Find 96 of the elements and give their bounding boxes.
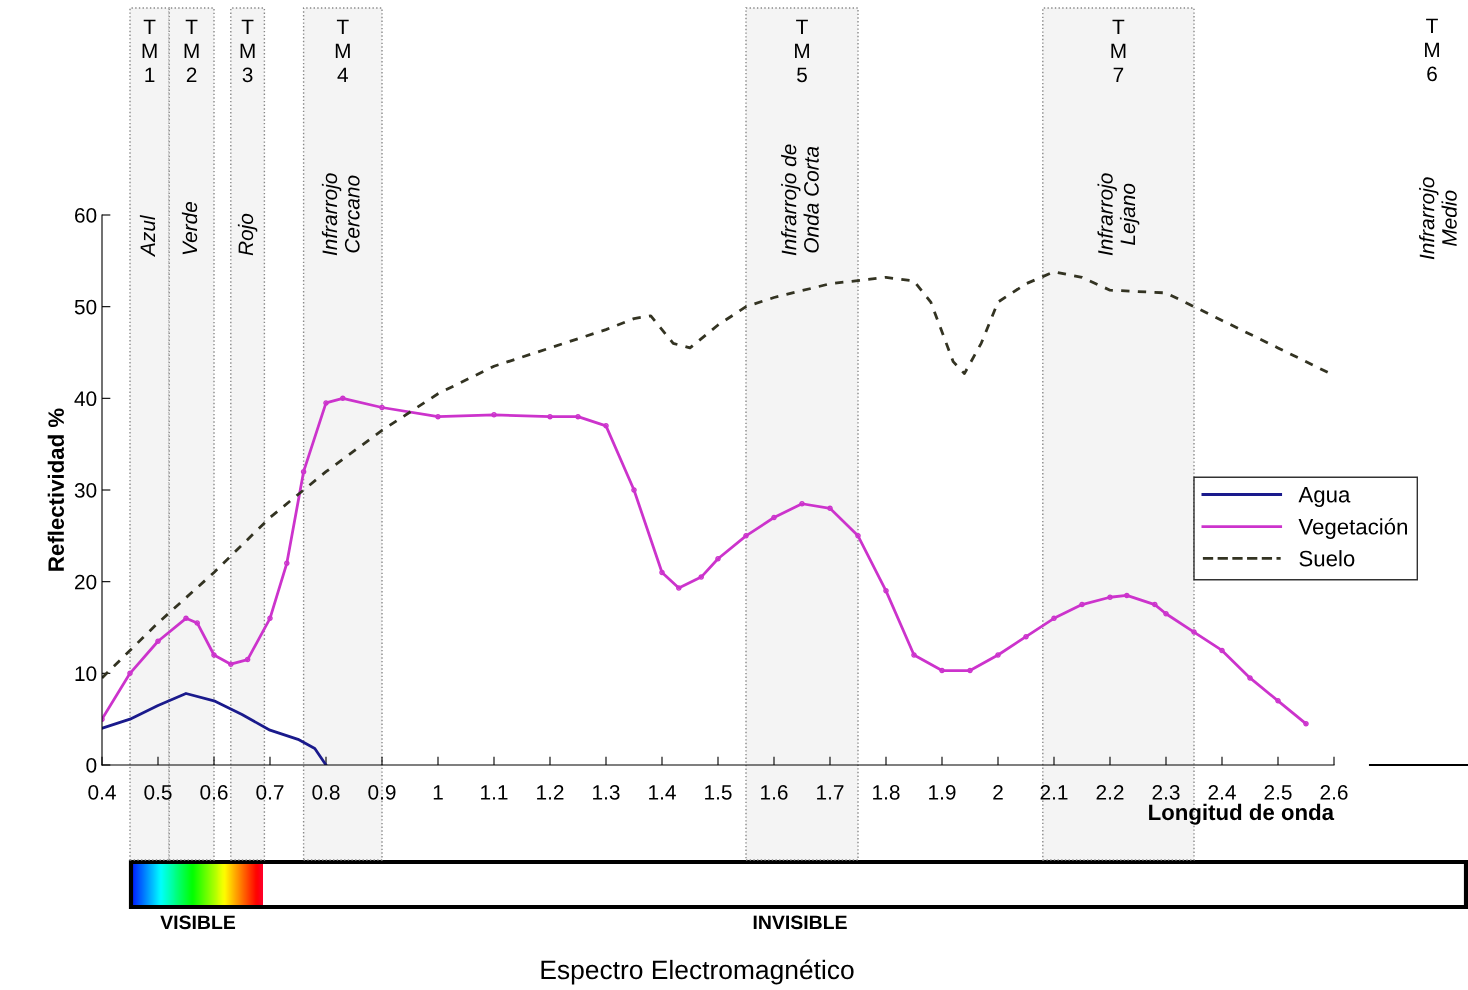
- x-tick-label: 1.9: [929, 784, 956, 800]
- x-tick-label: 1.2: [537, 784, 564, 800]
- annotation: Rojo: [237, 213, 258, 256]
- annotation: Infrarrojo Cercano: [321, 173, 360, 256]
- x-tick-label: 0.8: [312, 784, 340, 800]
- x-tick-label: 2.1: [1040, 784, 1068, 800]
- band-label: TM4: [335, 19, 350, 82]
- point: [547, 413, 553, 420]
- annotation: Verde: [181, 201, 198, 255]
- y-tick-label: 30: [74, 483, 97, 498]
- point: [1079, 601, 1085, 608]
- point: [967, 667, 973, 674]
- band-label: TM7: [1111, 19, 1126, 82]
- point: [631, 487, 637, 493]
- y-tick-label: 0: [86, 758, 97, 773]
- y-axis-title: Reflectividad %: [47, 408, 65, 571]
- point: [127, 670, 133, 677]
- point: [323, 400, 329, 406]
- annotation: Infrarrojo de Onda Corta: [781, 144, 819, 256]
- point: [698, 574, 704, 580]
- point: [911, 652, 917, 658]
- annotation: Azul: [139, 215, 156, 258]
- point: [155, 638, 161, 645]
- text: VISIBLE: [160, 915, 236, 930]
- y-tick-label: 10: [75, 666, 97, 682]
- point: [194, 620, 200, 626]
- x-tick-label: 0.5: [144, 784, 172, 800]
- y-tick-label: 50: [74, 299, 97, 315]
- x-tick-label: 1.3: [593, 784, 620, 800]
- point: [1152, 601, 1158, 608]
- point: [228, 661, 234, 667]
- legend-label: Vegetación: [1298, 518, 1407, 539]
- point: [715, 555, 721, 562]
- point: [284, 560, 290, 567]
- point: [855, 533, 861, 539]
- x-tick-label: 1.6: [761, 784, 788, 800]
- text: TM6: [1425, 18, 1439, 82]
- x-tick-label: 1.7: [817, 785, 844, 800]
- point: [1191, 629, 1197, 635]
- x-tick-label: 1: [433, 785, 443, 800]
- x-tick-label: 1.8: [873, 784, 900, 800]
- band-label: TM1: [142, 19, 157, 82]
- point: [939, 667, 945, 674]
- point: [743, 533, 749, 539]
- text: Espectro Electromagnético: [541, 959, 854, 985]
- band-label: TM3: [240, 19, 255, 83]
- point: [771, 514, 777, 521]
- point: [659, 569, 665, 576]
- x-tick-label: 1.1: [481, 785, 508, 800]
- point: [211, 652, 217, 658]
- x-tick-label: 0.7: [256, 784, 284, 800]
- x-tick-label: 0.6: [200, 784, 228, 800]
- point: [883, 588, 889, 594]
- point: [491, 412, 497, 418]
- point: [1303, 720, 1309, 727]
- x-tick-label: 2.6: [1320, 784, 1348, 800]
- point: [1124, 592, 1130, 599]
- point: [676, 585, 682, 591]
- legend-label: Suelo: [1299, 550, 1355, 567]
- point: [1163, 610, 1169, 617]
- point: [1023, 633, 1029, 640]
- text: INVISIBLE: [753, 915, 847, 930]
- point: [603, 423, 609, 429]
- text: Infrarrojo Medio: [1419, 177, 1457, 260]
- point: [1107, 594, 1113, 601]
- point: [340, 395, 346, 402]
- point: [267, 615, 273, 622]
- x-tick-label: 0.4: [88, 784, 116, 800]
- annotation: Infrarrojo Lejano: [1097, 173, 1140, 256]
- y-tick-label: 20: [75, 574, 97, 590]
- legend-label: Agua: [1298, 487, 1351, 507]
- point: [827, 505, 833, 512]
- point: [1219, 647, 1225, 654]
- point: [379, 404, 385, 411]
- point: [799, 500, 805, 507]
- band-label: TM2: [184, 19, 199, 82]
- x-tick-label: 1.4: [649, 785, 676, 800]
- x-tick-label: 2.4: [1208, 784, 1236, 800]
- y-tick-label: 40: [74, 391, 97, 407]
- point: [995, 652, 1001, 658]
- band-label: TM5: [795, 19, 809, 83]
- x-axis-title: Longitud de onda: [1149, 803, 1335, 825]
- point: [575, 413, 581, 420]
- x-tick-label: 0.9: [368, 784, 396, 800]
- x-tick-label: 1.5: [705, 785, 732, 800]
- x-tick-label: 2: [993, 784, 1003, 800]
- y-tick-label: 60: [75, 208, 97, 223]
- point: [435, 413, 441, 420]
- point: [183, 615, 189, 622]
- x-tick-label: 2.2: [1096, 784, 1124, 800]
- point: [1051, 615, 1057, 622]
- point: [1247, 675, 1253, 681]
- point: [1275, 698, 1281, 704]
- line-series: [102, 692, 328, 765]
- x-tick-label: 2.3: [1152, 784, 1180, 800]
- x-tick-label: 2.5: [1264, 784, 1292, 800]
